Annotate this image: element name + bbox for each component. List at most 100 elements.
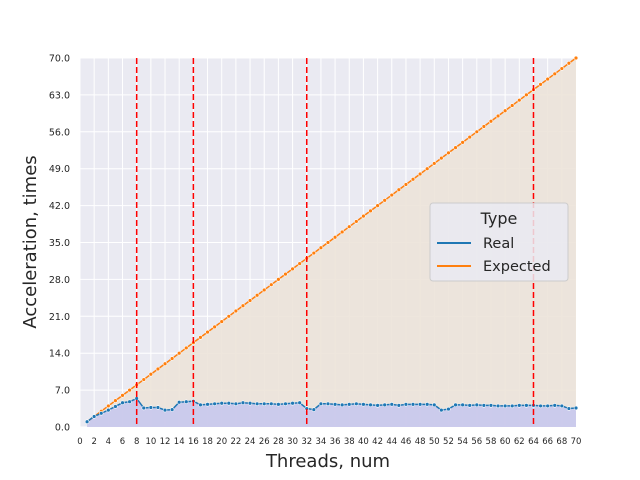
- expected-point: [488, 119, 494, 124]
- real-point: [417, 402, 423, 407]
- expected-point: [354, 219, 359, 224]
- expected-point: [474, 129, 479, 135]
- expected-point: [148, 372, 154, 377]
- real-point: [446, 406, 451, 412]
- y-tick-label: 14.0: [49, 349, 70, 360]
- expected-point: [573, 55, 579, 61]
- real-point: [389, 402, 394, 407]
- expected-point: [396, 187, 402, 192]
- real-point: [269, 401, 274, 407]
- x-tick-label: 54: [457, 437, 468, 447]
- expected-point: [269, 282, 274, 287]
- y-tick-label: 28.0: [49, 275, 70, 286]
- real-point: [311, 407, 317, 412]
- x-tick-label: 30: [287, 437, 298, 447]
- expected-point: [184, 345, 189, 351]
- real-point: [517, 403, 522, 408]
- expected-point: [382, 198, 387, 203]
- x-tick-label: 4: [106, 437, 111, 447]
- real-point: [127, 399, 132, 404]
- real-point: [488, 403, 494, 408]
- y-tick-label: 0.0: [55, 423, 70, 434]
- x-tick-label: 28: [273, 437, 284, 447]
- real-point: [538, 403, 543, 409]
- expected-point: [375, 203, 380, 208]
- real-point: [134, 396, 139, 401]
- y-tick-label: 70.0: [49, 54, 70, 65]
- x-tick-label: 10: [145, 437, 156, 447]
- series-lines: [86, 57, 577, 423]
- x-tick-label: 32: [301, 437, 312, 447]
- real-point: [510, 403, 515, 409]
- real-point: [382, 402, 387, 408]
- x-axis-label: Threads, num: [265, 451, 390, 472]
- expected-point: [240, 303, 246, 308]
- real-point: [439, 407, 444, 413]
- area-fills: [87, 58, 576, 427]
- expected-point: [502, 108, 508, 113]
- real-point: [148, 405, 154, 410]
- expected-point: [262, 287, 267, 293]
- expected-point: [162, 361, 168, 366]
- real-point: [177, 400, 182, 405]
- real-point: [219, 401, 224, 406]
- legend-label-expected: Expected: [483, 259, 551, 275]
- expected-point: [311, 250, 317, 256]
- x-tick-label: 52: [443, 437, 454, 447]
- real-point: [318, 401, 324, 407]
- x-tick-label: 14: [174, 437, 185, 447]
- expected-point: [141, 377, 146, 382]
- real-point: [410, 402, 416, 407]
- real-point: [162, 407, 168, 413]
- expected-point: [198, 335, 203, 340]
- y-tick-label: 42.0: [49, 201, 70, 212]
- real-point: [566, 406, 572, 411]
- real-point: [361, 402, 366, 407]
- x-tick-label: 24: [245, 437, 256, 447]
- real-point: [552, 403, 557, 408]
- real-point: [91, 414, 97, 419]
- expected-point: [325, 240, 331, 245]
- expected-point: [113, 398, 118, 403]
- x-tick-label: 16: [188, 437, 199, 447]
- y-tick-label: 21.0: [49, 312, 70, 323]
- expected-point: [212, 324, 217, 330]
- expected-series-line: [86, 57, 577, 423]
- real-point: [290, 401, 295, 406]
- expected-point: [332, 235, 338, 240]
- expected-point: [127, 387, 132, 393]
- expected-point: [347, 224, 352, 229]
- expected-area: [87, 58, 576, 427]
- real-point: [332, 402, 338, 407]
- legend-box: [429, 202, 569, 282]
- real-point: [120, 400, 125, 405]
- real-series-line: [86, 397, 577, 423]
- real-point: [283, 401, 288, 407]
- real-point: [247, 401, 253, 406]
- expected-point: [361, 213, 366, 219]
- y-tick-label: 7.0: [55, 386, 70, 397]
- expected-point: [247, 298, 253, 303]
- real-point: [106, 407, 111, 413]
- x-tick-label: 18: [202, 437, 213, 447]
- y-tick-label: 56.0: [49, 127, 70, 138]
- expected-point: [425, 166, 430, 171]
- expected-point: [453, 145, 458, 150]
- expected-point: [233, 308, 239, 314]
- x-tick-label: 22: [230, 437, 241, 447]
- series-markers: [84, 55, 579, 424]
- real-point: [84, 419, 90, 424]
- y-axis-label: Acceleration, times: [20, 155, 41, 328]
- expected-point: [389, 192, 394, 198]
- expected-point: [106, 403, 111, 409]
- real-point: [524, 403, 529, 408]
- real-point: [262, 401, 267, 407]
- expected-point: [368, 208, 373, 214]
- x-tick-label: 48: [415, 437, 426, 447]
- y-tick-label: 63.0: [49, 90, 70, 101]
- expected-point: [439, 155, 444, 161]
- expected-point: [219, 319, 224, 324]
- x-tick-label: 44: [386, 437, 397, 447]
- real-point: [573, 405, 579, 411]
